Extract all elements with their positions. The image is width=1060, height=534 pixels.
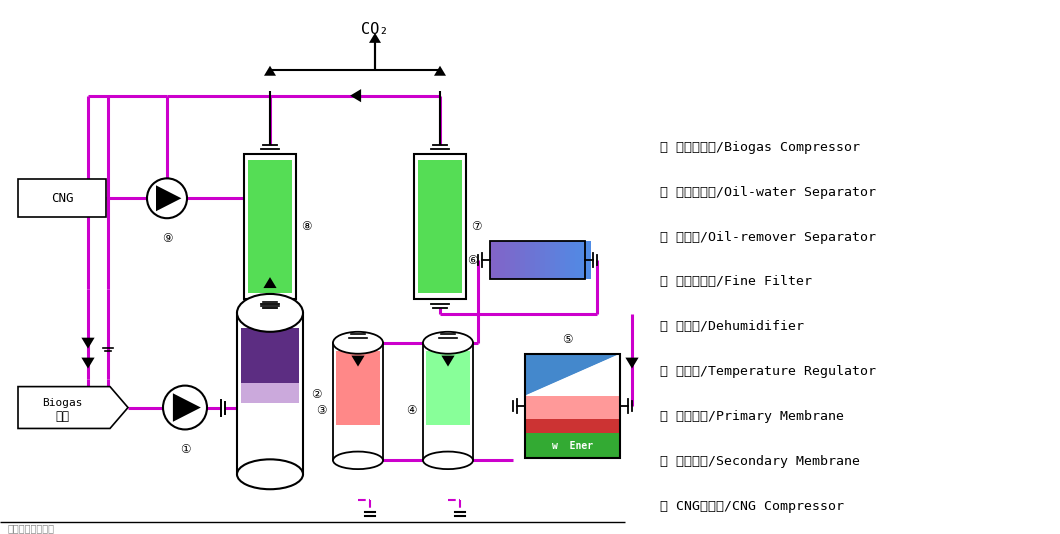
- Ellipse shape: [423, 452, 473, 469]
- Bar: [423, 343, 473, 460]
- Bar: [530, 241, 535, 279]
- Text: ⑦: ⑦: [471, 219, 481, 233]
- Bar: [333, 343, 383, 460]
- Bar: [495, 241, 500, 279]
- Polygon shape: [352, 356, 365, 366]
- Ellipse shape: [237, 459, 303, 489]
- Text: ⑤ 除湿器/Dehumidifier: ⑤ 除湿器/Dehumidifier: [660, 320, 803, 333]
- Text: ⑤: ⑤: [562, 333, 572, 346]
- Text: ④ 精密过滤器/Fine Filter: ④ 精密过滤器/Fine Filter: [660, 276, 812, 288]
- Text: Biogas: Biogas: [41, 397, 83, 407]
- Text: CNG: CNG: [51, 192, 73, 205]
- Polygon shape: [441, 356, 455, 366]
- Bar: [505, 241, 511, 279]
- Text: ⑥ 调湿器/Temperature Regulator: ⑥ 调湿器/Temperature Regulator: [660, 365, 876, 378]
- Bar: [248, 160, 292, 293]
- Text: w  Ener: w Ener: [552, 441, 593, 451]
- Text: 上海瑞策能源公司: 上海瑞策能源公司: [8, 523, 55, 533]
- Bar: [490, 241, 496, 279]
- Bar: [555, 241, 561, 279]
- Bar: [18, 179, 106, 217]
- Bar: [241, 328, 299, 383]
- Bar: [525, 241, 531, 279]
- Text: ①: ①: [180, 443, 190, 457]
- Bar: [244, 154, 296, 299]
- Bar: [237, 313, 303, 474]
- Text: ⑨ CNG压缩机/CNG Compressor: ⑨ CNG压缩机/CNG Compressor: [660, 500, 844, 513]
- Bar: [535, 241, 541, 279]
- Text: ⑦ 一级膜件/Primary Membrane: ⑦ 一级膜件/Primary Membrane: [660, 410, 844, 423]
- Bar: [525, 396, 620, 419]
- Polygon shape: [82, 358, 94, 368]
- Polygon shape: [369, 33, 381, 43]
- Bar: [575, 241, 581, 279]
- Polygon shape: [434, 66, 446, 76]
- Bar: [545, 241, 551, 279]
- Bar: [336, 351, 379, 425]
- Bar: [241, 383, 299, 403]
- Polygon shape: [625, 358, 638, 368]
- Polygon shape: [82, 337, 94, 349]
- Circle shape: [147, 178, 187, 218]
- Bar: [515, 241, 520, 279]
- Bar: [426, 351, 470, 425]
- Text: ② 油水分离器/Oil-water Separator: ② 油水分离器/Oil-water Separator: [660, 186, 876, 199]
- Bar: [500, 241, 506, 279]
- Bar: [570, 241, 576, 279]
- Polygon shape: [350, 89, 361, 102]
- Text: ⑨: ⑨: [162, 232, 172, 245]
- Text: ⑧ 二级膜件/Secondary Membrane: ⑧ 二级膜件/Secondary Membrane: [660, 455, 860, 468]
- Text: ① 沼气压缩机/Biogas Compressor: ① 沼气压缩机/Biogas Compressor: [660, 141, 860, 154]
- Ellipse shape: [333, 452, 383, 469]
- Text: ③ 除油器/Oil-remover Separator: ③ 除油器/Oil-remover Separator: [660, 231, 876, 244]
- Bar: [525, 433, 620, 458]
- Polygon shape: [18, 387, 128, 428]
- Text: ④: ④: [406, 404, 417, 417]
- Bar: [580, 241, 586, 279]
- Polygon shape: [525, 354, 620, 396]
- Polygon shape: [156, 185, 181, 211]
- Polygon shape: [525, 354, 620, 396]
- Text: ②: ②: [311, 388, 321, 401]
- Bar: [490, 241, 585, 279]
- Bar: [560, 241, 566, 279]
- Bar: [525, 419, 620, 433]
- Bar: [525, 354, 620, 458]
- Text: ⑥: ⑥: [466, 254, 477, 266]
- Bar: [540, 241, 546, 279]
- Ellipse shape: [237, 294, 303, 332]
- Polygon shape: [264, 66, 276, 76]
- Bar: [418, 160, 462, 293]
- Bar: [585, 241, 590, 279]
- Polygon shape: [173, 393, 200, 422]
- Bar: [565, 241, 570, 279]
- Text: ⑧: ⑧: [301, 219, 312, 233]
- Text: 沼气: 沼气: [55, 410, 69, 423]
- Ellipse shape: [333, 332, 383, 354]
- Text: ③: ③: [316, 404, 326, 417]
- Bar: [414, 154, 466, 299]
- Bar: [510, 241, 516, 279]
- Ellipse shape: [423, 332, 473, 354]
- Bar: [550, 241, 555, 279]
- Text: CO₂: CO₂: [361, 22, 389, 37]
- Circle shape: [163, 386, 207, 429]
- Polygon shape: [263, 277, 277, 288]
- Bar: [520, 241, 526, 279]
